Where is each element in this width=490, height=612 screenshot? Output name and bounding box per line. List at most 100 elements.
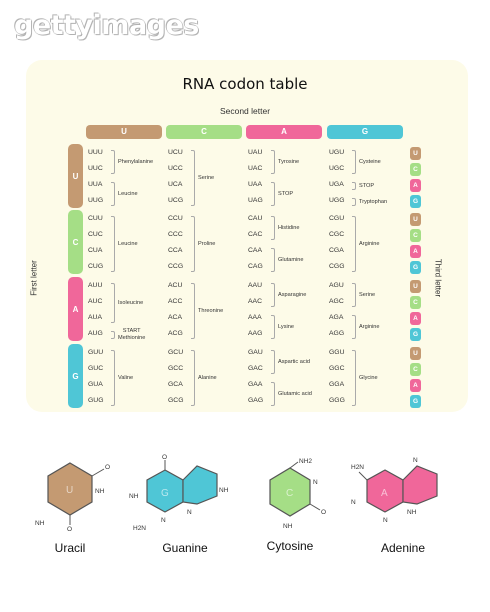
codon-cell: CGU	[329, 215, 345, 222]
cytosine-ring-letter: C	[286, 488, 293, 499]
third-letter-badge-g: G	[410, 328, 421, 341]
cytosine-structure: C NH2 N O NH	[269, 458, 326, 530]
adenine-label: Adenine	[380, 541, 426, 555]
amino-acid-label: Isoleucine	[118, 299, 144, 306]
codon-cell: AAU	[248, 282, 262, 289]
codon-cell: UCA	[168, 181, 183, 188]
cytosine-label: Cytosine	[266, 539, 314, 553]
codon-cell: UAA	[248, 181, 262, 188]
codon-cell: UGA	[329, 181, 344, 188]
codon-cell: UUG	[88, 197, 104, 204]
codon-cell: GCA	[168, 381, 183, 388]
guanine-atom: NH	[129, 493, 139, 500]
row-header-u: U	[68, 144, 83, 208]
third-letter-badge-a: A	[410, 245, 421, 258]
third-letter-label: Third letter	[433, 258, 443, 298]
third-letter-badge-u: U	[410, 347, 421, 360]
amino-acid-bracket	[191, 350, 195, 406]
codon-cell: AUA	[88, 314, 102, 321]
amino-acid-bracket	[352, 182, 356, 190]
codon-cell: AUC	[88, 298, 103, 305]
codon-cell: GAC	[248, 365, 263, 372]
codon-cell: CGG	[329, 263, 345, 270]
second-letter-label: Second letter	[219, 106, 271, 116]
amino-acid-label: Proline	[198, 240, 216, 247]
amino-acid-label: Serine	[198, 174, 215, 181]
amino-acid-bracket	[271, 150, 275, 174]
codon-cell: AUU	[88, 282, 103, 289]
cytosine-atom: NH2	[299, 458, 312, 465]
codon-cell: CAG	[248, 263, 263, 270]
codon-table-panel	[26, 60, 468, 412]
uracil-ring-letter: U	[66, 485, 73, 496]
third-letter-badge-a: A	[410, 179, 421, 192]
third-letter-badge-a: A	[410, 312, 421, 325]
codon-cell: CUG	[88, 263, 104, 270]
codon-cell: AAA	[248, 314, 262, 321]
codon-cell: UUU	[88, 149, 103, 156]
adenine-atom: NH	[407, 509, 417, 516]
uracil-atom: NH	[35, 520, 45, 527]
page-title: RNA codon table	[182, 75, 308, 93]
adenine-structure: A H2N N N N NH	[351, 457, 438, 524]
codon-cell: GCC	[168, 365, 184, 372]
column-header-u: U	[86, 125, 162, 139]
third-letter-badge-c: C	[410, 363, 421, 376]
uracil-structure: U O NH O NH	[35, 462, 110, 533]
cytosine-atom: N	[313, 479, 318, 486]
amino-acid-label: Glutamic acid	[278, 390, 312, 397]
codon-cell: GAU	[248, 349, 263, 356]
codon-cell: AAC	[248, 298, 262, 305]
adenine-atom: N	[413, 457, 418, 464]
codon-cell: GCU	[168, 349, 184, 356]
amino-acid-bracket	[352, 150, 356, 174]
codon-cell: UGU	[329, 149, 345, 156]
codon-cell: CAC	[248, 231, 263, 238]
third-letter-badge-u: U	[410, 213, 421, 226]
amino-acid-label: Phenylalanine	[118, 158, 154, 165]
third-letter-badge-a: A	[410, 379, 421, 392]
amino-acid-label: Threonine	[198, 307, 224, 314]
guanine-atom: H2N	[133, 525, 146, 532]
third-letter-badge-g: G	[410, 395, 421, 408]
amino-acid-label: Tryptophan	[359, 198, 388, 205]
column-header-a: A	[246, 125, 322, 139]
codon-cell: CUU	[88, 215, 103, 222]
codon-cell: GUA	[88, 381, 103, 388]
amino-acid-bracket	[352, 283, 356, 307]
amino-acid-label: Asparagine	[278, 291, 307, 298]
codon-cell: UCC	[168, 165, 183, 172]
codon-cell: GGU	[329, 349, 345, 356]
amino-acid-label: Tyrosine	[278, 158, 300, 165]
codon-cell: AGC	[329, 298, 344, 305]
amino-acid-bracket	[111, 350, 115, 406]
column-header-g: G	[327, 125, 403, 139]
amino-acid-label: Arginine	[359, 240, 380, 247]
amino-acid-label: Alanine	[198, 374, 217, 381]
codon-cell: UCU	[168, 149, 183, 156]
amino-acid-bracket	[111, 182, 115, 206]
codon-cell: CUC	[88, 231, 103, 238]
third-letter-badge-c: C	[410, 229, 421, 242]
amino-acid-bracket	[191, 283, 195, 339]
codon-cell: UGG	[329, 197, 345, 204]
codon-cell: UUA	[88, 181, 103, 188]
codon-cell: CUA	[88, 247, 103, 254]
first-letter-label: First letter	[29, 260, 39, 296]
codon-cell: CCC	[168, 231, 183, 238]
row-header-a: A	[68, 277, 83, 341]
amino-acid-bracket	[111, 216, 115, 272]
codon-cell: UGC	[329, 165, 345, 172]
amino-acid-bracket	[271, 315, 275, 339]
adenine-atom: N	[383, 517, 388, 524]
amino-acid-label: START Methionine	[118, 328, 146, 341]
cytosine-atom: O	[321, 509, 326, 516]
amino-acid-bracket	[271, 248, 275, 272]
amino-acid-label: Leucine	[118, 190, 138, 197]
codon-cell: GGG	[329, 397, 345, 404]
amino-acid-label: Glycine	[359, 374, 378, 381]
adenine-atom: N	[351, 499, 356, 506]
amino-acid-label: Leucine	[118, 240, 138, 247]
codon-cell: GCG	[168, 397, 184, 404]
codon-cell: ACA	[168, 314, 182, 321]
